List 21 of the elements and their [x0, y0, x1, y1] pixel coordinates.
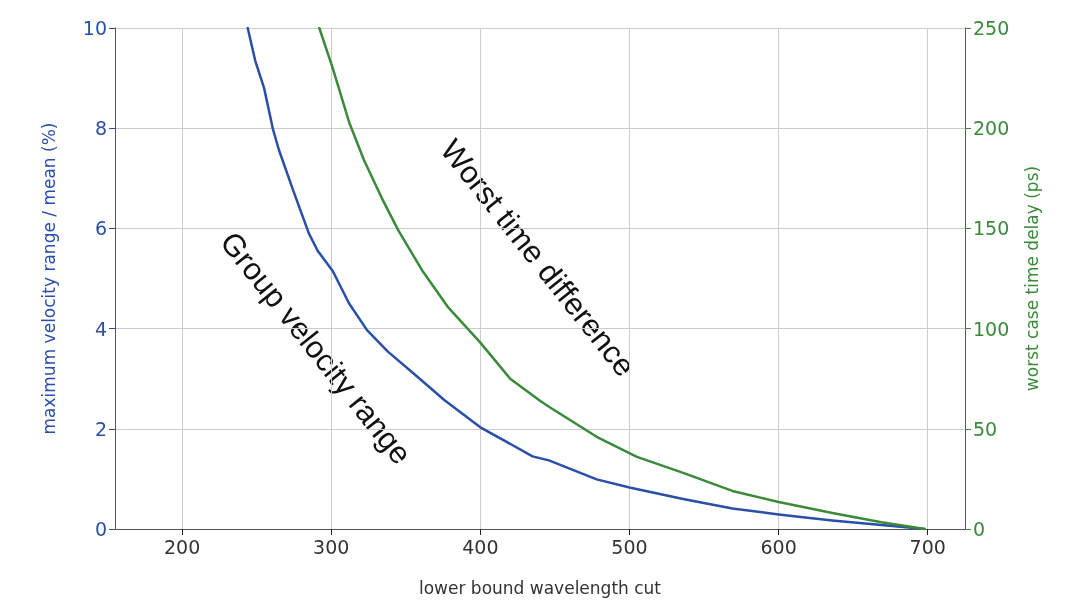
- y-tick-label: 2: [94, 417, 107, 440]
- y-axis-title: maximum velocity range / mean (%): [38, 122, 59, 435]
- y2-tick-label: 100: [973, 317, 1010, 340]
- y-tick-label: 6: [94, 217, 107, 240]
- x-tick-label: 600: [760, 535, 797, 558]
- y2-tick-label: 50: [973, 417, 998, 440]
- x-tick-label: 700: [909, 535, 946, 558]
- y-tick-label: 10: [82, 17, 107, 39]
- x-tick-label: 300: [313, 535, 350, 558]
- x-tick-label: 500: [611, 535, 648, 558]
- y2-tick-label: 150: [973, 217, 1010, 240]
- y2-axis-title: worst case time delay (ps): [1021, 165, 1042, 392]
- y2-tick-label: 0: [973, 518, 986, 540]
- x-axis-title: lower bound wavelength cut: [418, 577, 662, 598]
- x-tick-label: 400: [462, 535, 499, 558]
- y2-tick-label: 250: [973, 17, 1010, 39]
- x-tick-label: 200: [163, 535, 201, 558]
- y-tick-label: 4: [94, 317, 107, 340]
- y-tick-label: 8: [94, 117, 107, 140]
- y2-tick-label: 200: [973, 117, 1010, 140]
- y-tick-label: 0: [94, 518, 107, 540]
